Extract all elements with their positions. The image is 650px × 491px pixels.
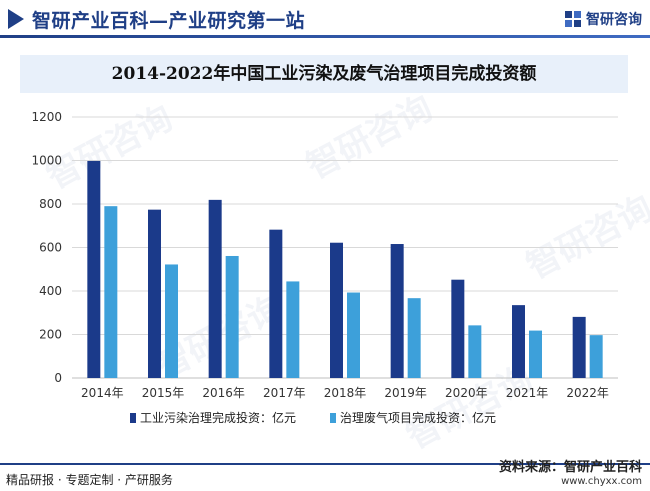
y-tick-label: 1000 xyxy=(31,154,62,168)
footer-url-text: www.chyxx.com xyxy=(561,476,642,487)
bar-waste-gas xyxy=(347,292,360,378)
x-tick-label: 2014年 xyxy=(81,386,124,400)
x-tick-label: 2017年 xyxy=(263,386,306,400)
bar-waste-gas xyxy=(286,281,300,378)
bar-industrial-pollution xyxy=(512,305,525,378)
bar-waste-gas xyxy=(225,255,239,378)
footer-source-text: 资料来源：智研产业百科 xyxy=(498,460,642,475)
bar-industrial-pollution xyxy=(572,316,586,378)
y-tick-label: 400 xyxy=(39,284,62,298)
bar-waste-gas xyxy=(529,330,542,378)
brand-logo-text: 智研咨询 xyxy=(586,12,642,28)
chart-title: 2014-2022年中国工业污染及废气治理项目完成投资额 xyxy=(111,64,537,84)
bar-industrial-pollution xyxy=(208,199,222,378)
x-tick-label: 2015年 xyxy=(142,386,185,400)
chart-title-banner: 2014-2022年中国工业污染及废气治理项目完成投资额 xyxy=(20,55,628,93)
header-bar: 智研产业百科—产业研究第一站 智研咨询 xyxy=(0,0,650,38)
x-tick-label: 2019年 xyxy=(384,386,427,400)
legend-swatch xyxy=(330,413,336,423)
bar-industrial-pollution xyxy=(390,244,404,378)
legend-label: 治理废气项目完成投资：亿元 xyxy=(340,410,496,425)
x-tick-label: 2020年 xyxy=(445,386,488,400)
footer-source: 资料来源：智研产业百科 www.chyxx.com xyxy=(499,456,642,487)
bar-industrial-pollution xyxy=(148,209,161,378)
y-tick-label: 200 xyxy=(39,328,62,342)
x-tick-label: 2018年 xyxy=(324,386,367,400)
bar-industrial-pollution xyxy=(87,160,101,378)
header-marker-icon xyxy=(8,9,24,29)
bar-industrial-pollution xyxy=(451,279,465,378)
legend-label: 工业污染治理完成投资：亿元 xyxy=(140,410,296,425)
bar-waste-gas xyxy=(589,335,603,378)
bar-waste-gas xyxy=(104,206,118,378)
y-tick-label: 1200 xyxy=(31,110,62,124)
x-tick-label: 2022年 xyxy=(566,386,609,400)
brand-logo-icon xyxy=(565,11,581,27)
footer-divider xyxy=(0,463,650,465)
legend-swatch xyxy=(130,413,136,423)
x-tick-label: 2021年 xyxy=(506,386,549,400)
y-tick-label: 600 xyxy=(39,241,62,255)
bar-industrial-pollution xyxy=(269,229,283,378)
footer-services-text: 精品研报 · 专题定制 · 产研服务 xyxy=(6,473,173,487)
bar-waste-gas xyxy=(407,298,421,378)
bar-waste-gas xyxy=(468,325,482,378)
y-tick-label: 800 xyxy=(39,197,62,211)
brand-logo: 智研咨询 xyxy=(564,9,642,29)
bar-industrial-pollution xyxy=(330,242,343,378)
header-divider xyxy=(0,35,650,38)
bar-chart: 0 200 400 600 800 1000 1200 2014年 2015年 2016年 2017… xyxy=(31,110,618,425)
x-tick-label: 2016年 xyxy=(202,386,245,400)
y-tick-label: 0 xyxy=(54,371,62,385)
bar-waste-gas xyxy=(165,264,178,378)
header-title: 智研产业百科—产业研究第一站 xyxy=(32,10,306,32)
